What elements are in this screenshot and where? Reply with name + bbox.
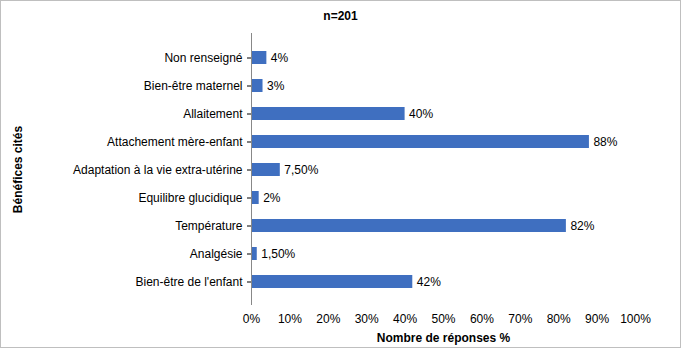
svg-text:Attachement mère-enfant: Attachement mère-enfant: [107, 135, 243, 149]
svg-text:2%: 2%: [263, 191, 281, 205]
svg-text:10%: 10%: [278, 312, 302, 326]
svg-text:7,50%: 7,50%: [284, 163, 318, 177]
svg-text:Bien-être maternel: Bien-être maternel: [144, 79, 243, 93]
svg-text:50%: 50%: [431, 312, 455, 326]
svg-text:Bien-être de l'enfant: Bien-être de l'enfant: [135, 275, 243, 289]
svg-text:90%: 90%: [585, 312, 609, 326]
svg-text:0%: 0%: [243, 312, 261, 326]
svg-text:100%: 100%: [620, 312, 651, 326]
svg-text:80%: 80%: [547, 312, 571, 326]
svg-text:40%: 40%: [393, 312, 417, 326]
svg-text:Bénéfices cités: Bénéfices cités: [11, 125, 25, 213]
svg-text:3%: 3%: [267, 79, 285, 93]
svg-text:20%: 20%: [316, 312, 340, 326]
svg-text:Allaitement: Allaitement: [183, 107, 243, 121]
svg-text:40%: 40%: [409, 107, 433, 121]
svg-text:1,50%: 1,50%: [261, 247, 295, 261]
svg-text:Adaptation à la vie extra-utér: Adaptation à la vie extra-utérine: [73, 163, 243, 177]
html-text:n=201: n=201: [323, 9, 358, 23]
svg-text:4%: 4%: [271, 51, 289, 65]
svg-text:Non renseigné: Non renseigné: [164, 51, 242, 65]
svg-text:Analgésie: Analgésie: [190, 247, 243, 261]
svg-text:60%: 60%: [470, 312, 494, 326]
svg-text:70%: 70%: [508, 312, 532, 326]
svg-text:Equilibre glucidique: Equilibre glucidique: [138, 191, 242, 205]
svg-text:42%: 42%: [417, 275, 441, 289]
svg-text:88%: 88%: [593, 135, 617, 149]
svg-text:82%: 82%: [570, 219, 594, 233]
svg-text:Température: Température: [175, 219, 243, 233]
svg-text:Nombre de réponses %: Nombre de réponses %: [377, 331, 511, 345]
svg-text:30%: 30%: [355, 312, 379, 326]
